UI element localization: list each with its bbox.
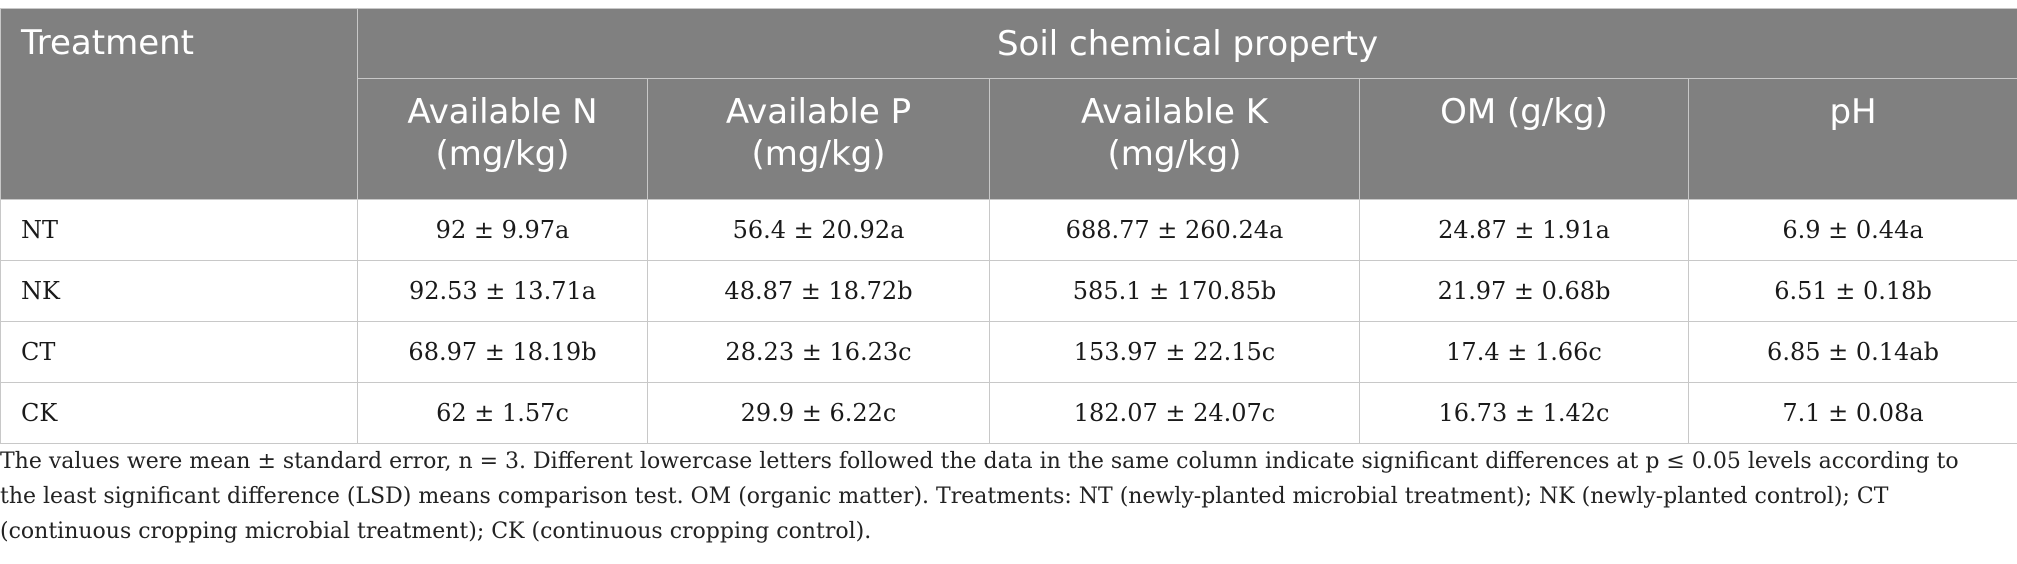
column-header-line1: Available K (1081, 92, 1268, 132)
table-cell: 153.97 ± 22.15c (989, 321, 1360, 383)
table-cell: 68.97 ± 18.19b (357, 321, 648, 383)
table-row: NK 92.53 ± 13.71a 48.87 ± 18.72b 585.1 ±… (0, 260, 2017, 322)
column-header-line1: Available N (407, 92, 598, 132)
table-row: CK 62 ± 1.57c 29.9 ± 6.22c 182.07 ± 24.0… (0, 382, 2017, 444)
table-cell: 21.97 ± 0.68b (1359, 260, 1689, 322)
table-row: NT 92 ± 9.97a 56.4 ± 20.92a 688.77 ± 260… (0, 199, 2017, 261)
table-footnote: The values were mean ± standard error, n… (0, 449, 1959, 544)
column-header-line2: (mg/kg) (435, 134, 570, 174)
soil-chemical-property-header: Soil chemical property (356, 8, 2017, 79)
soil-property-table-wrapper: Treatment Soil chemical property Availab… (0, 8, 2017, 444)
table-cell: 688.77 ± 260.24a (989, 199, 1360, 261)
table-cell: 28.23 ± 16.23c (647, 321, 990, 383)
column-header-available-p: Available P (mg/kg) (647, 78, 990, 200)
column-header-ph: pH (1687, 78, 2017, 200)
soil-property-table: Treatment Soil chemical property Availab… (0, 8, 2017, 444)
table-cell: 17.4 ± 1.66c (1359, 321, 1689, 383)
table-cell: 7.1 ± 0.08a (1687, 382, 2017, 444)
column-header-line2: (mg/kg) (751, 134, 886, 174)
header-row-group: Treatment Soil chemical property (0, 8, 2017, 200)
column-header-available-n: Available N (mg/kg) (357, 78, 648, 200)
row-label: CK (0, 382, 358, 444)
column-header-line1: Available P (725, 92, 912, 132)
table-row: CT 68.97 ± 18.19b 28.23 ± 16.23c 153.97 … (0, 321, 2017, 383)
table-cell: 48.87 ± 18.72b (647, 260, 990, 322)
table-cell: 62 ± 1.57c (357, 382, 648, 444)
header-row-columns: Available N (mg/kg) Available P (mg/kg) … (1, 78, 2017, 200)
column-header-available-k: Available K (mg/kg) (989, 78, 1360, 200)
table-cell: 92.53 ± 13.71a (357, 260, 648, 322)
table-cell: 16.73 ± 1.42c (1359, 382, 1689, 444)
row-label: NT (0, 199, 358, 261)
table-cell: 6.9 ± 0.44a (1687, 199, 2017, 261)
table-cell: 585.1 ± 170.85b (989, 260, 1360, 322)
treatment-header: Treatment (0, 8, 358, 200)
table-cell: 24.87 ± 1.91a (1359, 199, 1689, 261)
table-cell: 182.07 ± 24.07c (989, 382, 1360, 444)
column-header-line1: pH (1829, 92, 1877, 132)
column-header-om: OM (g/kg) (1359, 78, 1689, 200)
table-cell: 6.51 ± 0.18b (1687, 260, 2017, 322)
table-cell: 56.4 ± 20.92a (647, 199, 990, 261)
table-cell: 29.9 ± 6.22c (647, 382, 990, 444)
table-cell: 92 ± 9.97a (357, 199, 648, 261)
column-header-line1: OM (g/kg) (1440, 92, 1608, 132)
column-header-line2: (mg/kg) (1107, 134, 1242, 174)
row-label: NK (0, 260, 358, 322)
row-label: CT (0, 321, 358, 383)
table-cell: 6.85 ± 0.14ab (1687, 321, 2017, 383)
